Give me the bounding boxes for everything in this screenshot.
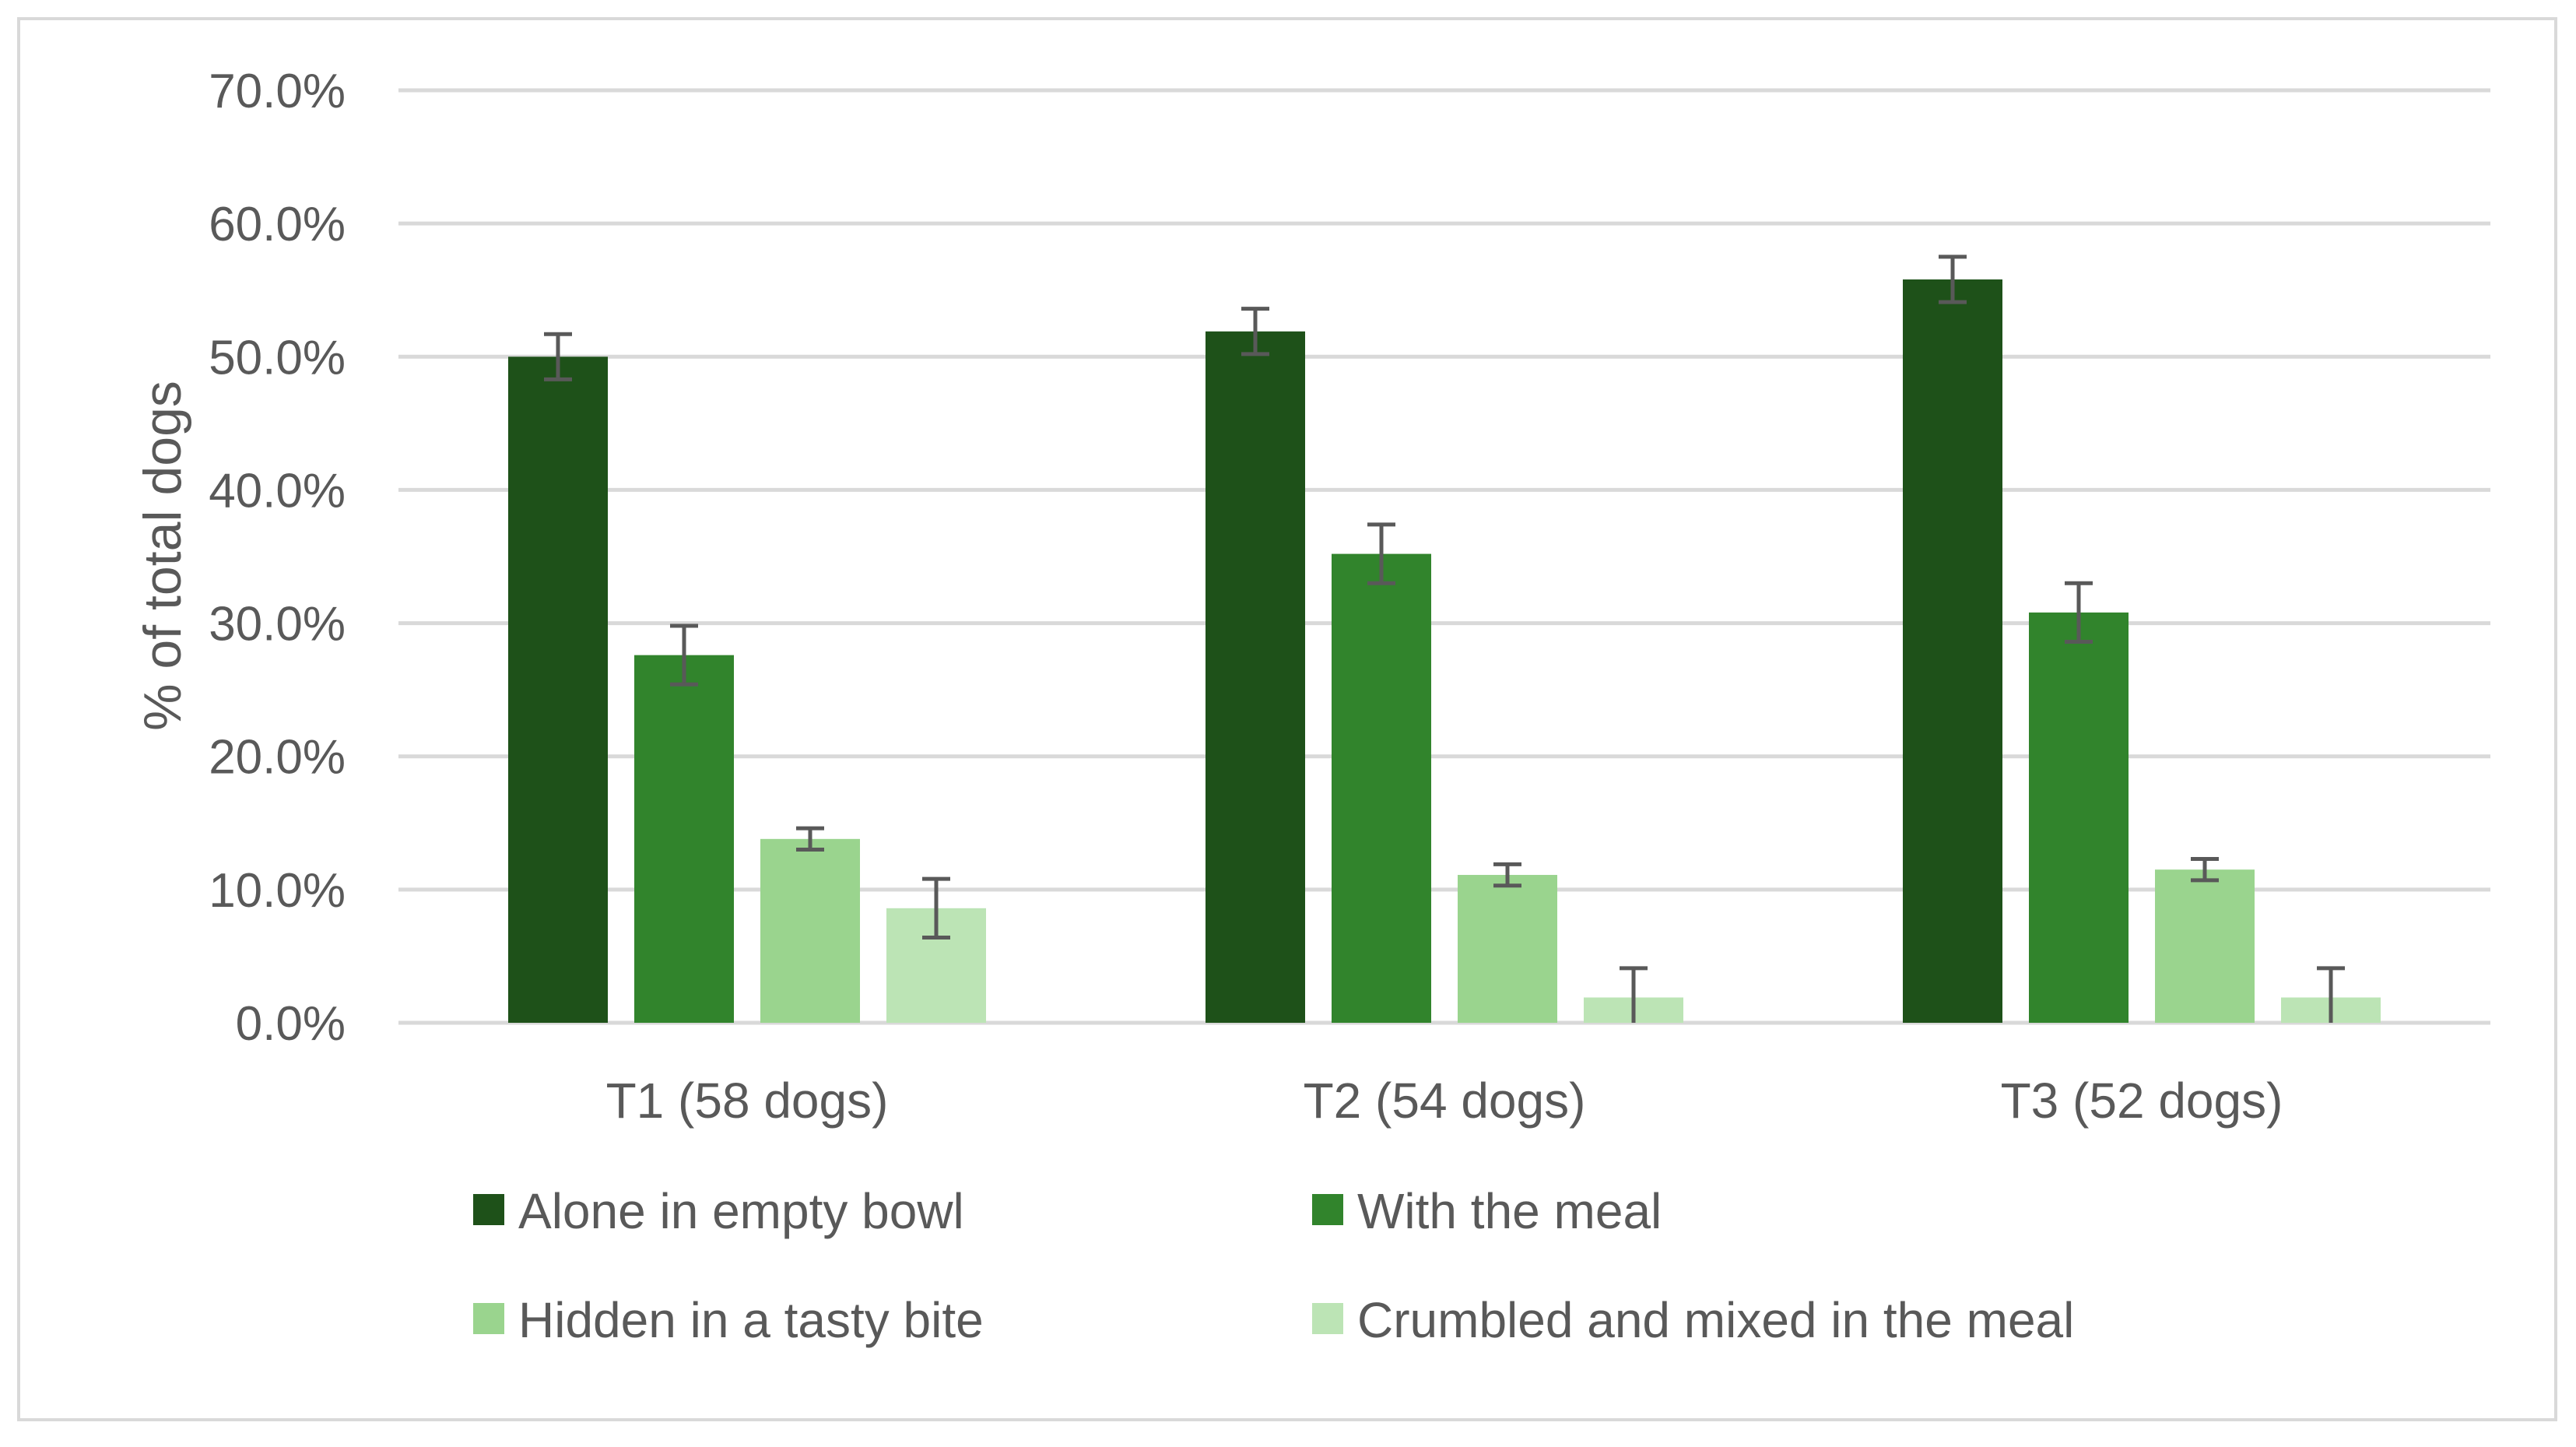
error-bar — [796, 826, 824, 852]
error-bar — [1939, 255, 1967, 304]
error-bar — [2065, 581, 2093, 644]
error-bar — [1493, 862, 1521, 888]
x-tick-label: T2 (54 dogs) — [1304, 1073, 1586, 1129]
legend-swatch — [473, 1194, 504, 1225]
y-tick-label: 20.0% — [209, 731, 346, 785]
bar-with-the-meal-2 — [1332, 553, 1431, 1023]
legend-label: Hidden in a tasty bite — [518, 1292, 984, 1348]
legend-label: Alone in empty bowl — [518, 1183, 964, 1239]
legend: Alone in empty bowl With the meal Hidden i… — [473, 1183, 2074, 1348]
legend-item-crumbled-and-mixed-in-the-meal: Crumbled and mixed in the meal — [1312, 1292, 2074, 1348]
error-bar — [1620, 966, 1648, 1023]
bar-hidden-in-a-tasty-bite-2 — [1458, 875, 1557, 1023]
y-axis-title: % of total dogs — [133, 381, 192, 731]
legend-item-hidden-in-a-tasty-bite: Hidden in a tasty bite — [473, 1292, 984, 1348]
bar-alone-in-empty-bowl-1 — [508, 356, 608, 1023]
error-bar — [1367, 522, 1395, 585]
error-bar — [670, 623, 698, 687]
bar-with-the-meal-1 — [634, 655, 734, 1023]
error-bar — [544, 332, 572, 381]
legend-label: With the meal — [1357, 1183, 1662, 1239]
y-tick-label: 10.0% — [209, 864, 346, 918]
bar-hidden-in-a-tasty-bite-1 — [760, 838, 860, 1023]
legend-swatch — [473, 1303, 504, 1334]
error-bar — [922, 876, 950, 939]
y-tick-label: 40.0% — [209, 464, 346, 518]
legend-label: Crumbled and mixed in the meal — [1357, 1292, 2074, 1348]
y-tick-label: 30.0% — [209, 598, 346, 652]
error-bar — [1241, 307, 1269, 356]
legend-item-with-the-meal: With the meal — [1312, 1183, 1662, 1239]
legend-swatch — [1312, 1194, 1343, 1225]
y-tick-label: 50.0% — [209, 331, 346, 385]
bar-hidden-in-a-tasty-bite-3 — [2155, 869, 2255, 1023]
gridlines — [398, 88, 2490, 1025]
bar-chart: 0.0%10.0%20.0%30.0%40.0%50.0%60.0%70.0% … — [133, 65, 2490, 1348]
bar-alone-in-empty-bowl-2 — [1206, 331, 1305, 1024]
y-tick-label: 0.0% — [236, 997, 346, 1051]
x-tick-label: T3 (52 dogs) — [2001, 1073, 2283, 1129]
error-bar — [2317, 966, 2345, 1023]
legend-swatch — [1312, 1303, 1343, 1334]
bars — [508, 279, 2381, 1024]
legend-item-alone-in-empty-bowl: Alone in empty bowl — [473, 1183, 964, 1239]
y-axis-ticks: 0.0% 10.0% 20.0% 30.0% 40.0% 50.0% 60.0% 70.0% — [209, 65, 346, 1051]
x-axis-ticks: T1 (58 dogs) T2 (54 dogs) T3 (52 dogs) — [606, 1073, 2283, 1129]
chart-frame: 0.0% 10.0% 20.0% 30.0% 40.0% 50.0% 60.0% 70.0% … — [17, 17, 2557, 1421]
y-tick-label: 60.0% — [209, 198, 346, 251]
error-bars — [544, 255, 2345, 1023]
bar-alone-in-empty-bowl-3 — [1903, 279, 2002, 1024]
x-tick-label: T1 (58 dogs) — [606, 1073, 889, 1129]
error-bar — [2191, 856, 2219, 883]
bar-with-the-meal-3 — [2029, 612, 2129, 1023]
y-tick-label: 70.0% — [209, 65, 346, 118]
